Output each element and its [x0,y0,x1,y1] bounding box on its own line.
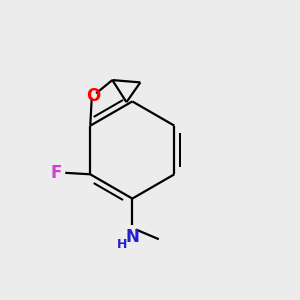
Text: O: O [86,87,100,105]
Text: F: F [51,164,62,182]
Text: N: N [125,228,139,246]
Text: H: H [117,238,127,251]
